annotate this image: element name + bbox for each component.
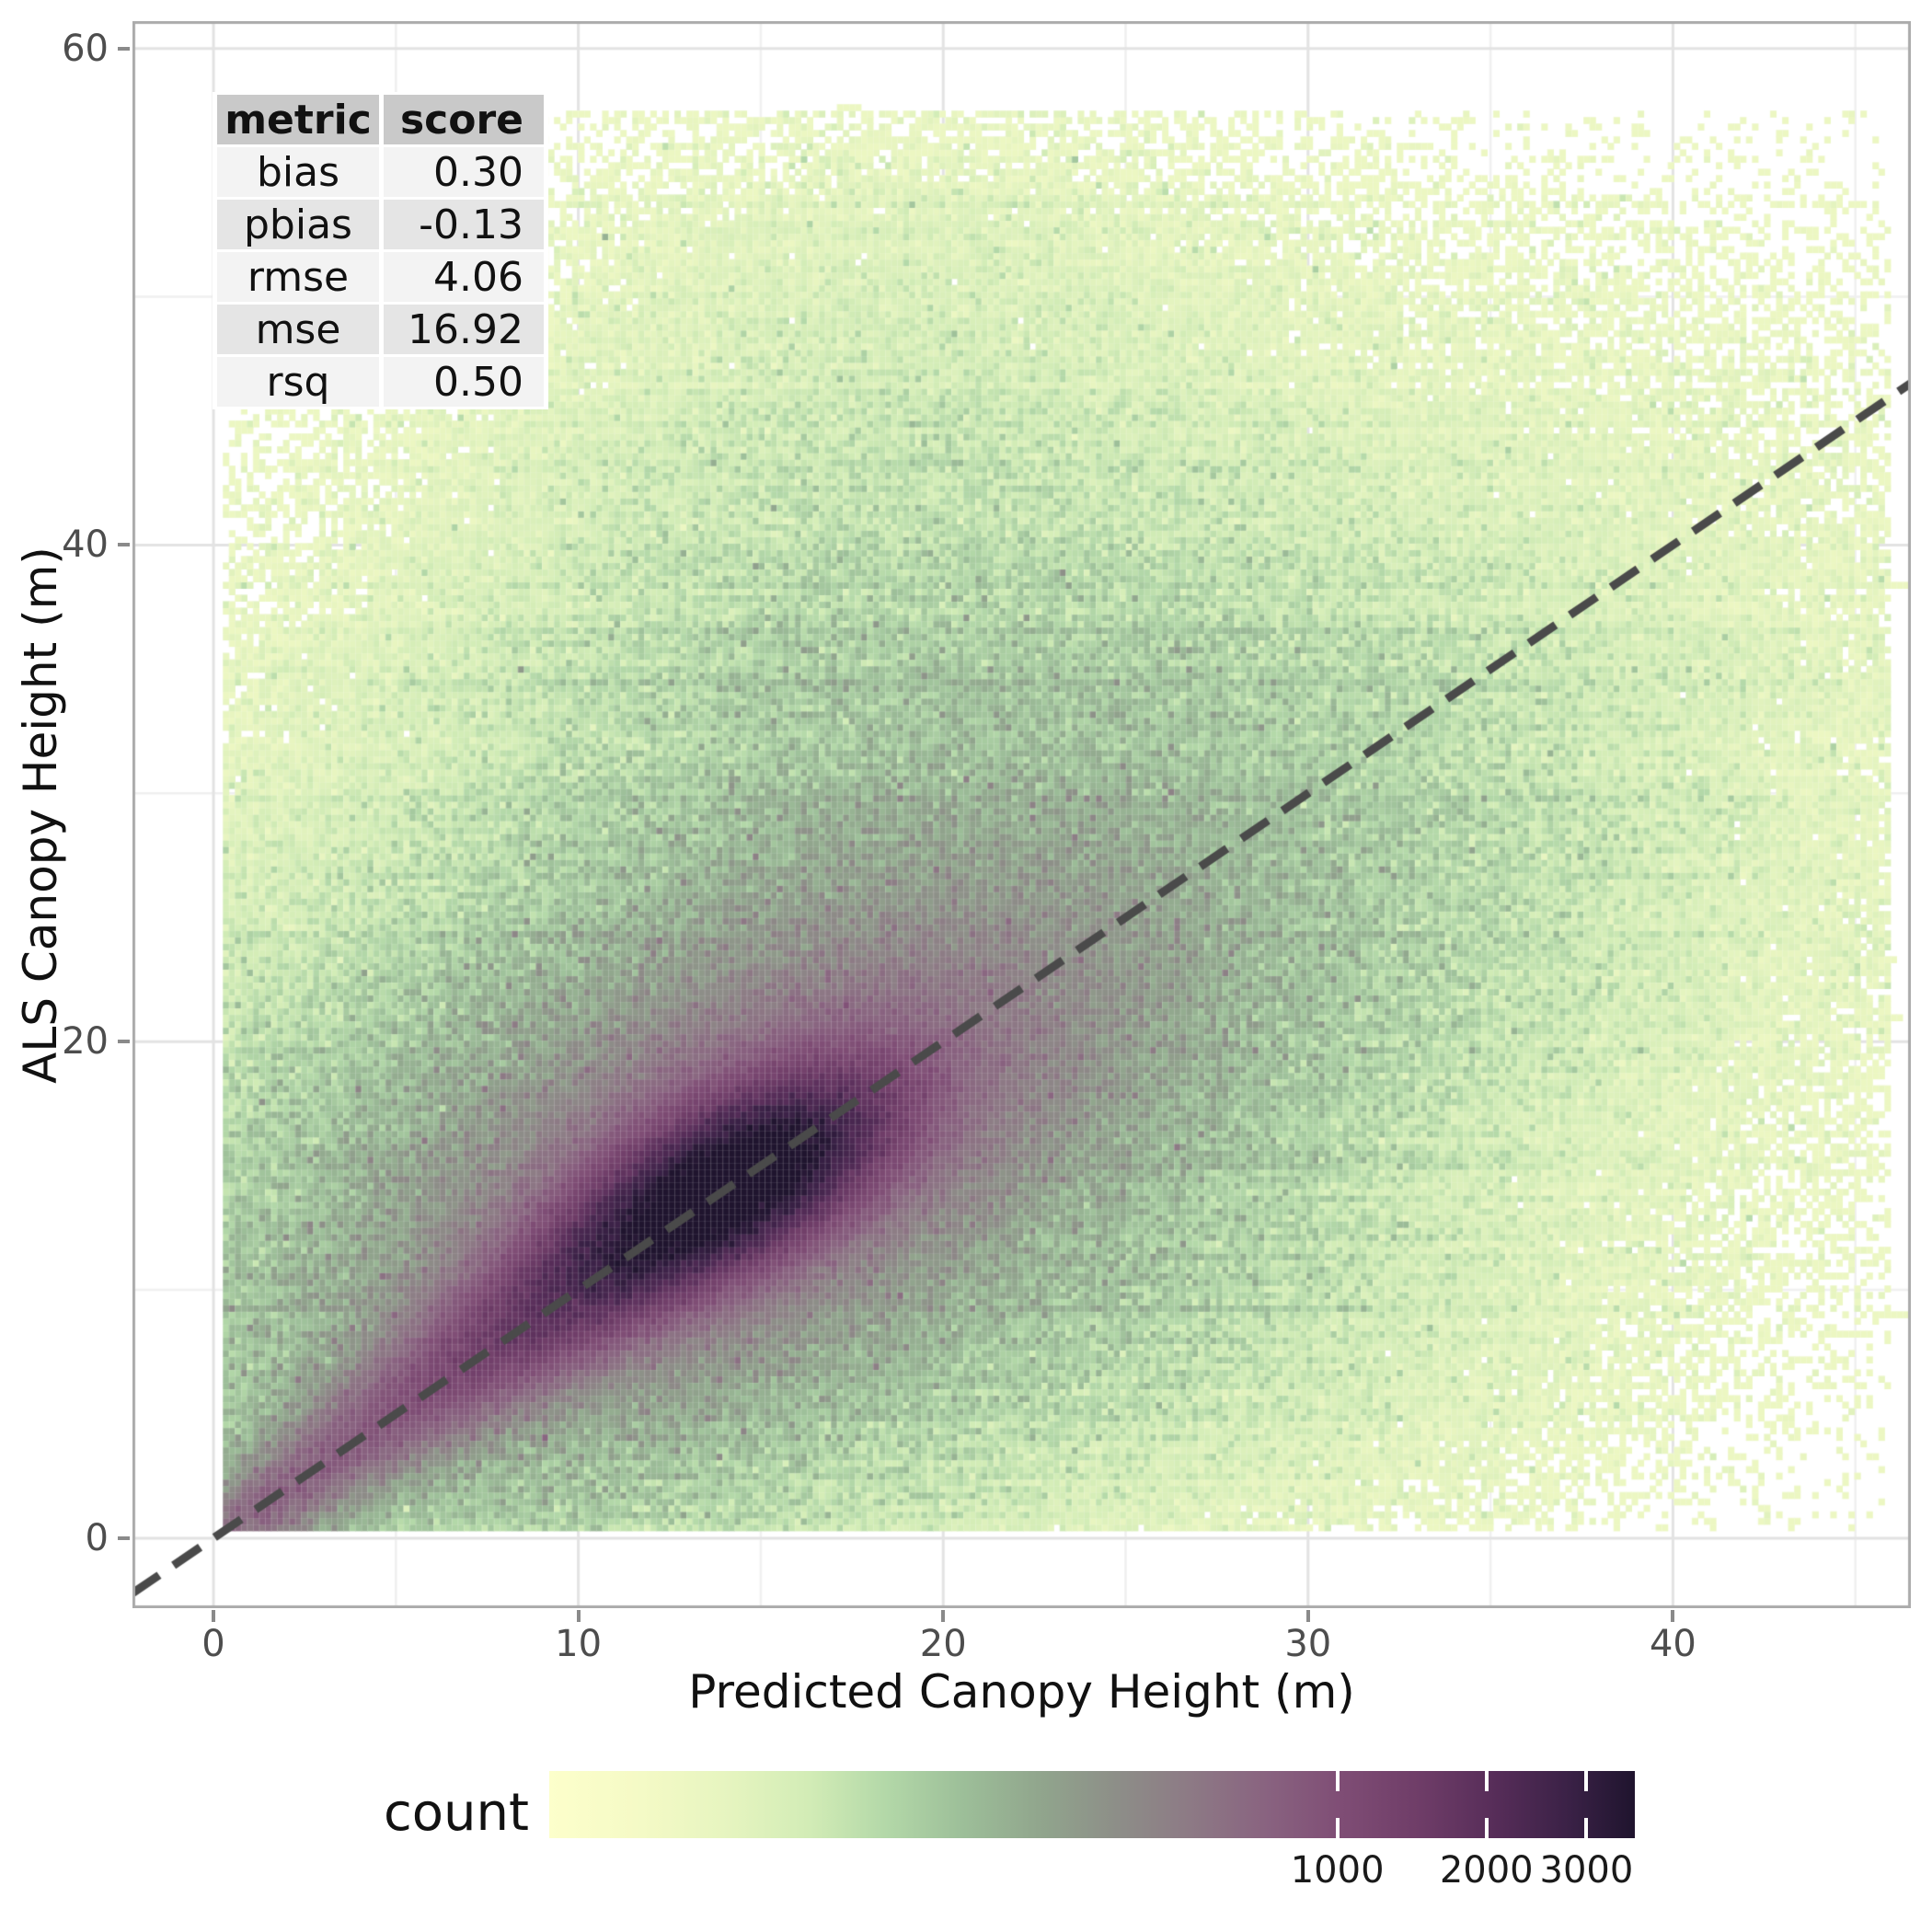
colorbar-tick-mark	[1335, 1818, 1340, 1838]
x-tick-label: 40	[1649, 1623, 1696, 1665]
x-tick-mark	[1671, 1610, 1675, 1622]
colorbar-tick-mark	[1484, 1818, 1489, 1838]
y-tick-mark	[118, 46, 130, 51]
x-axis-title: Predicted Canopy Height (m)	[688, 1665, 1355, 1719]
metrics-row-rmse: rmse 4.06	[217, 252, 544, 302]
metrics-row-bias: bias 0.30	[217, 147, 544, 197]
x-tick-mark	[941, 1610, 946, 1622]
x-tick-label: 0	[201, 1623, 225, 1665]
colorbar-tick-mark	[1584, 1818, 1589, 1838]
metric-score: 0.30	[384, 147, 544, 197]
x-tick-mark	[1305, 1610, 1310, 1622]
y-tick-mark	[118, 1535, 130, 1540]
metric-score: 0.50	[384, 357, 544, 407]
legend-title: count	[384, 1783, 529, 1843]
colorbar-tick-label: 2000	[1439, 1849, 1534, 1892]
colorbar-tick-mark	[1484, 1771, 1489, 1791]
metrics-row-pbias: pbias -0.13	[217, 200, 544, 249]
metric-name: bias	[217, 147, 379, 197]
y-tick-mark	[118, 1040, 130, 1044]
count-colorbar	[549, 1771, 1635, 1838]
metric-score: 16.92	[384, 305, 544, 354]
metric-name: rsq	[217, 357, 379, 407]
y-axis-title: ALS Canopy Height (m)	[14, 546, 67, 1084]
x-tick-mark	[576, 1610, 581, 1622]
metrics-header-metric: metric	[217, 95, 379, 144]
y-tick-mark	[118, 543, 130, 547]
metrics-header-row: metric score	[217, 95, 544, 144]
metric-score: -0.13	[384, 200, 544, 249]
x-tick-label: 10	[555, 1623, 603, 1665]
colorbar-tick-label: 1000	[1290, 1849, 1385, 1892]
colorbar-tick-mark	[1335, 1771, 1340, 1791]
y-tick-label: 20	[62, 1020, 109, 1064]
metrics-row-mse: mse 16.92	[217, 305, 544, 354]
colorbar-tick-label: 3000	[1539, 1849, 1634, 1892]
metrics-header-score: score	[384, 95, 544, 144]
colorbar-tick-mark	[1584, 1771, 1589, 1791]
metric-score: 4.06	[384, 252, 544, 302]
metrics-table: metric score bias 0.30 pbias -0.13 rmse 4.06 m…	[213, 92, 548, 409]
y-tick-label: 0	[85, 1516, 109, 1559]
metrics-row-rsq: rsq 0.50	[217, 357, 544, 407]
metric-name: mse	[217, 305, 379, 354]
metric-name: pbias	[217, 200, 379, 249]
x-tick-label: 30	[1284, 1623, 1332, 1665]
y-tick-label: 60	[62, 27, 109, 70]
y-tick-label: 40	[62, 523, 109, 567]
x-tick-mark	[212, 1610, 216, 1622]
x-tick-label: 20	[919, 1623, 967, 1665]
metric-name: rmse	[217, 252, 379, 302]
